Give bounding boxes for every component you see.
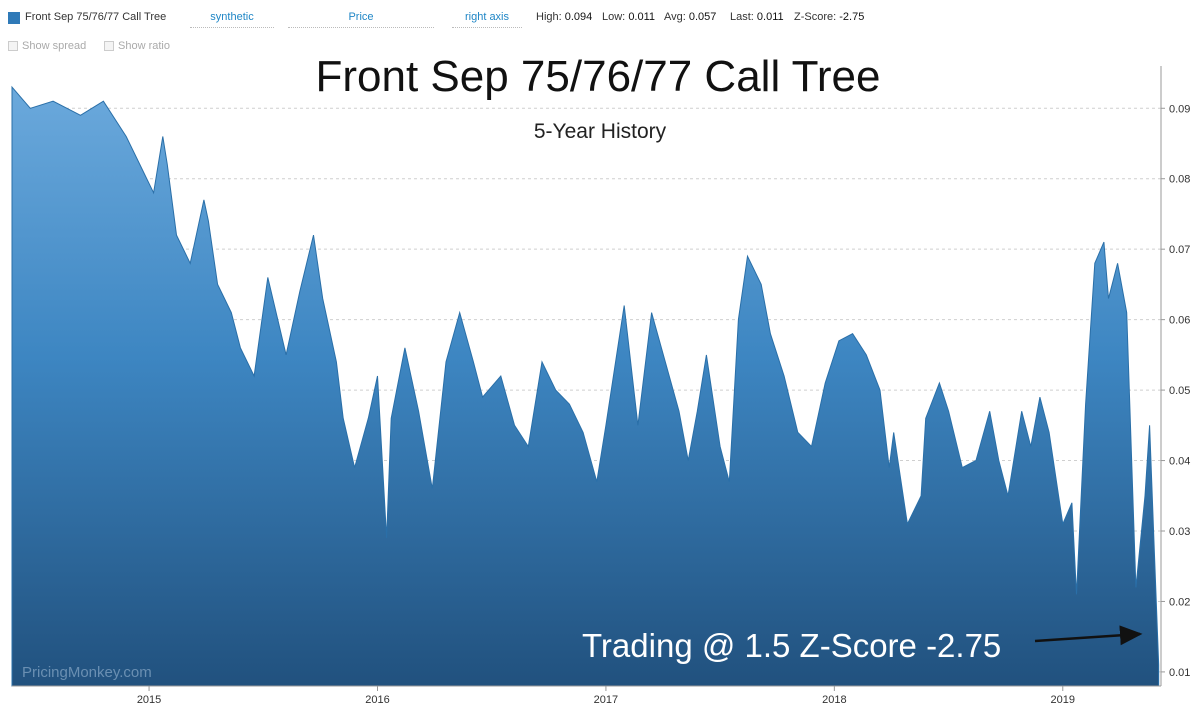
y-tick-label: 0.05 [1169,385,1190,397]
stat-zscore: Z-Score: -2.75 [794,11,865,23]
show-ratio-checkbox[interactable]: Show ratio [104,40,170,52]
x-axis-ticks: 2015 2016 2017 2018 2019 [137,686,1075,706]
y-tick-label: 0.01 [1169,667,1190,679]
stat-avg: Avg: 0.057 [664,11,717,23]
series-name: Front Sep 75/76/77 Call Tree [25,11,167,23]
x-tick-label: 2018 [822,694,846,706]
y-axis-ticks: 0.01 0.02 0.03 0.04 0.05 0.06 0.07 0.08 0.09 [1161,103,1190,679]
x-tick-label: 2016 [365,694,389,706]
y-tick-label: 0.08 [1169,174,1190,186]
chart-toolbar: Front Sep 75/76/77 Call Tree synthetic P… [0,0,1200,34]
x-tick-label: 2015 [137,694,161,706]
y-tick-label: 0.06 [1169,315,1190,327]
annotation-arrow [1034,625,1143,646]
x-tick-label: 2017 [594,694,618,706]
y-tick-label: 0.09 [1169,103,1190,115]
y-tick-label: 0.03 [1169,526,1190,538]
axis-dropdown[interactable]: right axis [452,11,522,28]
type-dropdown[interactable]: synthetic [190,11,274,28]
show-spread-checkbox[interactable]: Show spread [8,40,86,52]
y-tick-label: 0.04 [1169,456,1190,468]
field-dropdown[interactable]: Price [288,11,434,28]
chart-subtitle: 5-Year History [534,120,667,143]
chart-title: Front Sep 75/76/77 Call Tree [316,52,881,101]
stat-high: High: 0.094 [536,11,593,23]
stat-last: Last: 0.011 [730,11,784,23]
series-color-swatch [8,12,20,24]
annotation-text: Trading @ 1.5 Z-Score -2.75 [582,627,1001,664]
y-tick-label: 0.07 [1169,244,1190,256]
x-tick-label: 2019 [1051,694,1075,706]
stat-low: Low: 0.011 [602,11,656,23]
watermark: PricingMonkey.com [22,664,152,681]
y-tick-label: 0.02 [1169,596,1190,608]
checkbox-icon [104,41,114,51]
checkbox-icon [8,41,18,51]
series-area [11,85,1160,687]
